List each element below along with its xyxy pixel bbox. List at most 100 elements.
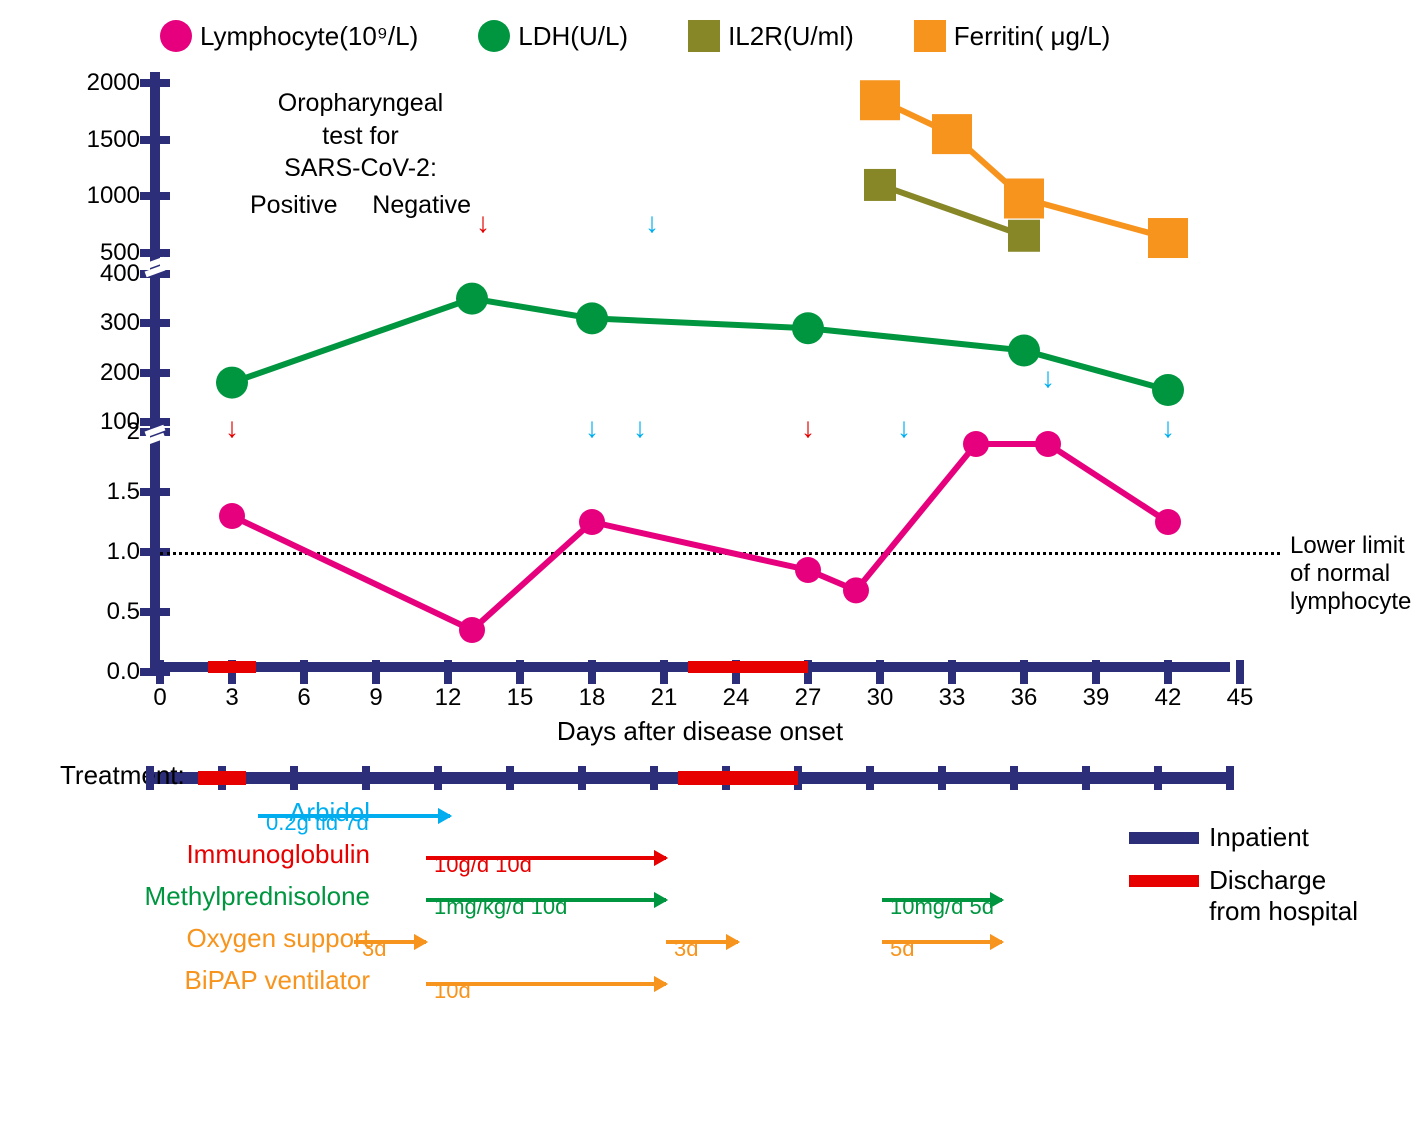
x-tick-label: 36: [1011, 684, 1038, 712]
inpatient-legend: Inpatient: [1129, 822, 1358, 853]
lymphocyte-point: [219, 503, 245, 529]
inpatient-bar-icon: [1129, 832, 1199, 844]
square-marker-icon: [688, 20, 720, 52]
circle-marker-icon: [160, 20, 192, 52]
lymphocyte-point: [459, 617, 485, 643]
treatment-tick: [1082, 766, 1090, 790]
legend-item-0: Lymphocyte(10⁹/L): [160, 20, 418, 52]
treatment-dose-label: 3d: [362, 936, 386, 962]
treatment-name: BiPAP ventilator: [100, 965, 380, 996]
ldh-point: [576, 302, 608, 334]
arrowhead-icon: [726, 934, 740, 950]
positive-test-arrow-icon: ↓: [225, 412, 239, 444]
negative-test-arrow-icon: ↓: [1041, 362, 1055, 394]
treatment-arrow-icon: 1mg/kg/d 10d: [426, 898, 666, 902]
treatment-row: BiPAP ventilator 10d: [100, 962, 1398, 998]
square-marker-icon: [914, 20, 946, 52]
lymphocyte-point: [795, 557, 821, 583]
treatment-dose-label: 3d: [674, 936, 698, 962]
discharge-legend: Dischargefrom hospital: [1129, 865, 1358, 927]
treatment-dose-label: 10mg/d 5d: [890, 894, 994, 920]
x-tick-label: 0: [153, 684, 166, 712]
treatment-dose-label: 10d: [434, 978, 471, 1004]
arrowhead-icon: [654, 892, 668, 908]
treatment-dose-label: 0.2g tid 7d: [266, 810, 369, 836]
lymphocyte-line: [232, 444, 1168, 630]
x-tick-label: 45: [1227, 684, 1254, 712]
arrowhead-icon: [990, 934, 1004, 950]
treatment-tick: [434, 766, 442, 790]
treatment-name: Immunoglobulin: [100, 839, 380, 870]
treatment-discharge-period: [198, 771, 246, 785]
treatment-arrow-icon: 0.2g tid 7d: [258, 814, 450, 818]
x-tick-label: 39: [1083, 684, 1110, 712]
treatment-dose-label: 5d: [890, 936, 914, 962]
treatment-tick: [146, 766, 154, 790]
treatment-dose-label: 1mg/kg/d 10d: [434, 894, 567, 920]
legend-item-3: Ferritin( μg/L): [914, 20, 1111, 52]
treatment-arrow-icon: 3d: [354, 940, 426, 944]
arrowhead-icon: [654, 976, 668, 992]
positive-test-arrow-icon: ↓: [801, 412, 815, 444]
chart-area: Days after disease onset Oropharyngealte…: [100, 72, 1300, 672]
il2r-point: [864, 169, 896, 201]
ldh-point: [1152, 374, 1184, 406]
treatment-arrow-icon: 10mg/d 5d: [882, 898, 1002, 902]
treatment-name: Methylprednisolone: [100, 881, 380, 912]
legend-item-1: LDH(U/L): [478, 20, 628, 52]
treatment-label: Treatment:: [60, 760, 185, 791]
treatment-tick: [1154, 766, 1162, 790]
series-legend: Lymphocyte(10⁹/L) LDH(U/L) IL2R(U/ml) Ferri…: [20, 20, 1398, 52]
x-tick-label: 9: [369, 684, 382, 712]
lymphocyte-point: [843, 577, 869, 603]
ferritin-point: [860, 80, 900, 120]
il2r-point: [1008, 220, 1040, 252]
x-tick-label: 18: [579, 684, 606, 712]
treatment-arrow-icon: 5d: [882, 940, 1002, 944]
treatment-arrow-icon: 10d: [426, 982, 666, 986]
treatment-dose-label: 10g/d 10d: [434, 852, 532, 878]
treatment-tick: [866, 766, 874, 790]
treatment-tick: [362, 766, 370, 790]
treatment-tick: [290, 766, 298, 790]
x-tick-label: 21: [651, 684, 678, 712]
ldh-point: [216, 367, 248, 399]
x-tick-label: 15: [507, 684, 534, 712]
ferritin-point: [1148, 218, 1188, 258]
x-tick-label: 24: [723, 684, 750, 712]
lymphocyte-point: [579, 509, 605, 535]
treatment-timeline: Treatment:: [150, 772, 1230, 784]
ldh-point: [1008, 334, 1040, 366]
arrowhead-icon: [990, 892, 1004, 908]
arrowhead-icon: [414, 934, 428, 950]
x-tick-label: 42: [1155, 684, 1182, 712]
treatment-tick: [506, 766, 514, 790]
negative-test-arrow-icon: ↓: [633, 412, 647, 444]
treatment-name: Oxygen support: [100, 923, 380, 954]
legend-label: Lymphocyte(10⁹/L): [200, 21, 418, 52]
negative-test-arrow-icon: ↓: [1161, 412, 1175, 444]
x-tick-label: 12: [435, 684, 462, 712]
x-tick-label: 3: [225, 684, 238, 712]
arrowhead-icon: [438, 808, 452, 824]
treatment-tick: [1226, 766, 1234, 790]
treatment-tick: [650, 766, 658, 790]
circle-marker-icon: [478, 20, 510, 52]
lymphocyte-point: [1155, 509, 1181, 535]
ldh-point: [792, 312, 824, 344]
x-tick-label: 33: [939, 684, 966, 712]
plot-region: Days after disease onset Oropharyngealte…: [100, 72, 1300, 672]
legend-label: Ferritin( μg/L): [954, 21, 1111, 52]
discharge-bar-icon: [1129, 875, 1199, 887]
treatment-discharge-period: [678, 771, 798, 785]
ferritin-point: [932, 114, 972, 154]
x-tick-label: 6: [297, 684, 310, 712]
ferritin-point: [1004, 178, 1044, 218]
treatment-arrow-icon: 10g/d 10d: [426, 856, 666, 860]
treatment-arrow-icon: 3d: [666, 940, 738, 944]
legend-item-2: IL2R(U/ml): [688, 20, 854, 52]
treatment-section: Treatment: Arbidol0.2g tid 7dImmunoglobu…: [100, 772, 1398, 998]
status-legend: Inpatient Dischargefrom hospital: [1129, 822, 1358, 939]
x-tick-label: 27: [795, 684, 822, 712]
ldh-point: [456, 283, 488, 315]
